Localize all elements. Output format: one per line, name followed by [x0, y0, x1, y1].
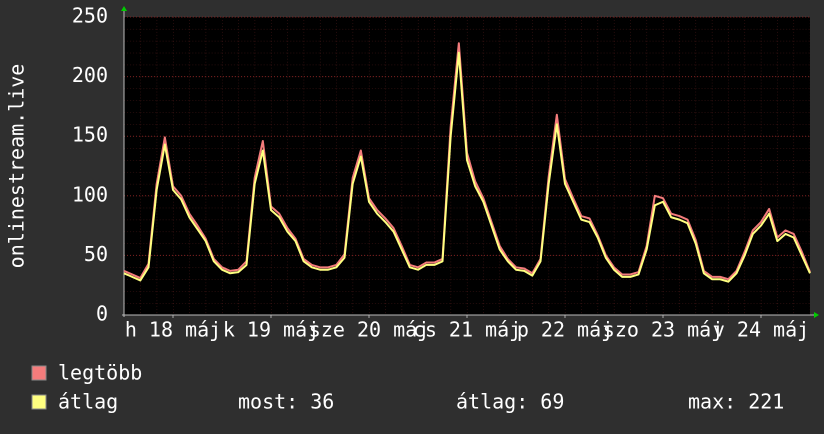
x-tick-label: h 18 máj: [125, 318, 221, 342]
legend-swatch: [31, 365, 47, 381]
y-tick-label: 200: [72, 63, 108, 87]
legend-swatch: [31, 394, 47, 410]
series-line: [123, 51, 811, 283]
y-tick-label: 100: [72, 182, 108, 206]
x-tick-label: szo 23 máj: [603, 318, 723, 342]
legend-label: legtöbb: [58, 361, 142, 385]
stat: most: 36: [238, 390, 334, 414]
axis-arrow: [814, 312, 819, 318]
y-tick-label: 250: [72, 4, 108, 28]
legend-label: átlag: [58, 390, 118, 414]
y-tick-label: 50: [84, 242, 108, 266]
x-tick-label: v 24 máj: [713, 318, 809, 342]
y-tick-label: 0: [96, 302, 108, 326]
stat: átlag: 69: [456, 390, 564, 414]
stat: max: 221: [688, 390, 784, 414]
axis-arrow: [121, 6, 127, 11]
x-tick-label: cs 21 máj: [413, 318, 521, 342]
y-tick-label: 150: [72, 123, 108, 147]
x-tick-label: sze 20 máj: [309, 318, 429, 342]
minor-grid: [124, 17, 810, 315]
legend: legtöbb átlag most: 36 átlag: 69 max: 22…: [31, 361, 784, 414]
y-axis-label: onlinestream.live: [5, 64, 29, 269]
x-tick-label: k 19 máj: [223, 318, 319, 342]
x-tick-label: p 22 máj: [517, 318, 613, 342]
